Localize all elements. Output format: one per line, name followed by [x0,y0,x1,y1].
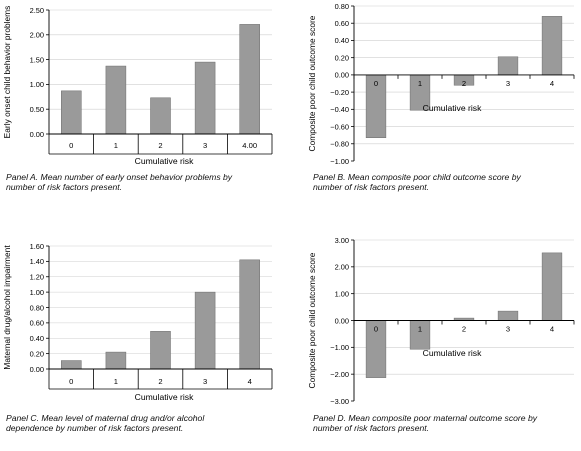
panel-d-bar-4 [541,252,563,321]
panel-a-y-tick-label: 1.50 [30,55,44,64]
panel-a-y-axis-title: Early onset child behavior problems [2,6,12,139]
panel-b-y-tick-label: 0.40 [335,36,349,45]
panel-d-y-tick-label: −3.00 [330,397,349,406]
panel-b-y-tick-label: 0.80 [335,2,349,11]
panel-c-category-label: 0 [69,377,73,386]
panel-a-category-label: 0 [69,141,73,150]
panel-b-y-tick-label: −0.20 [330,88,349,97]
panel-a-x-axis-title: Cumulative risk [135,156,194,166]
panel-a-category-label: 3 [203,141,207,150]
panel-a-bar-2 [150,97,171,135]
panel-d-category-label: 4 [550,325,554,334]
panel-a-bar-1 [105,65,127,135]
panel-b-caption: Panel B. Mean composite poor child outco… [313,172,521,192]
panel-c-category-label: 3 [203,377,207,386]
panel-c-y-tick-label: 0.20 [30,349,44,358]
panel-d-y-axis-title: Composite poor child outcome score [307,252,317,388]
panel-b-bar-4 [541,16,563,76]
panel-d-category-label: 1 [418,325,422,334]
panel-d-y-tick-label: 0.00 [335,316,349,325]
panel-d-y-tick-label: −2.00 [330,370,349,379]
panel-a-y-tick-label: 0.50 [30,105,44,114]
panel-c-bar-0 [61,360,82,370]
panel-d-category-label: 0 [374,325,378,334]
panel-b-y-axis-title: Composite poor child outcome score [307,15,317,151]
panel-b-category-label: 1 [418,79,422,88]
panel-d-category-label: 3 [506,325,510,334]
panel-b-y-tick-label: −0.60 [330,122,349,131]
panel-c-y-tick-label: 1.20 [30,273,44,282]
panel-c-y-axis-title: Maternal drug/alcohol impairment [2,245,12,370]
panel-c-y-tick-label: 1.60 [30,242,44,251]
panel-b-y-tick-label: 0.20 [335,53,349,62]
panel-b-y-tick-label: 0.60 [335,19,349,28]
panel-c-chart: 0.00 0.20 0.40 0.60 0.80 1.00 1.20 1.40 1.60 0 1 2 3… [2,242,273,402]
panel-c-x-axis-title: Cumulative risk [135,392,194,402]
panel-c-y-tick-label: 0.40 [30,334,44,343]
panel-b-category-label: 0 [374,79,378,88]
panel-d-y-tick-label: 3.00 [335,236,349,245]
panel-a-bar-3 [194,61,216,135]
panel-a-bar-0 [61,90,82,135]
panel-c-category-label: 2 [158,377,162,386]
panel-c-y-tick-label: 0.60 [30,319,44,328]
panel-d-y-tick-label: 1.00 [335,289,349,298]
panel-d-caption: Panel D. Mean composite poor maternal ou… [313,413,538,433]
panel-b-x-axis-title: Cumulative risk [423,103,482,113]
panel-a-y-tick-label: 1.00 [30,80,44,89]
panel-c-category-label: 1 [114,377,118,386]
panel-b-y-tick-label: 0.00 [335,71,349,80]
panel-b-y-tick-label: −0.40 [330,105,349,114]
panel-c-bar-4 [239,259,260,370]
panel-b-y-tick-label: −0.80 [330,140,349,149]
panel-b-bar-3 [497,56,519,76]
panel-b-chart: −1.00 −0.80 −0.60 −0.40 −0.20 0.00 0.20 0.40 0.6… [307,2,575,166]
panel-a-chart: 0.00 0.50 1.00 1.50 2.00 2.50 0 1 2 3 4.00 Cumulati… [2,6,273,166]
panel-a-category-label: 1 [114,141,118,150]
panel-d-x-axis-title: Cumulative risk [423,348,482,358]
panel-d-y-tick-label: 2.00 [335,263,349,272]
panel-c-y-tick-label: 1.40 [30,257,44,266]
panel-a-y-tick-label: 2.50 [30,6,44,15]
panel-b-category-label: 3 [506,79,510,88]
panel-a-y-tick-label: 0.00 [30,130,44,139]
panel-d-chart: −3.00 −2.00 −1.00 0.00 1.00 2.00 3.00 0 1 2 3 4 Cumu… [307,236,575,406]
panel-c-bar-1 [105,351,127,370]
panel-c-y-tick-label: 0.00 [30,365,44,374]
panel-c-caption: Panel C. Mean level of maternal drug and… [6,413,205,433]
panel-b-y-tick-label: −1.00 [330,157,349,166]
panel-a-category-label: 4.00 [242,141,257,150]
panel-b-category-label: 4 [550,79,554,88]
panel-c-bar-2 [150,331,171,370]
panel-c-y-tick-label: 0.80 [30,303,44,312]
panel-d-y-tick-label: −1.00 [330,343,349,352]
panel-a-caption: Panel A. Mean number of early onset beha… [6,172,233,192]
panel-d-bar-3 [497,310,519,321]
panel-c-category-label: 4 [248,377,252,386]
panel-a-bar-4.00 [239,24,260,135]
panel-c-bar-3 [194,291,216,370]
panel-c-y-tick-label: 1.00 [30,288,44,297]
panel-a-category-label: 2 [158,141,162,150]
panel-a-y-tick-label: 2.00 [30,31,44,40]
panel-d-category-label: 2 [462,325,466,334]
panel-b-category-label: 2 [462,79,466,88]
